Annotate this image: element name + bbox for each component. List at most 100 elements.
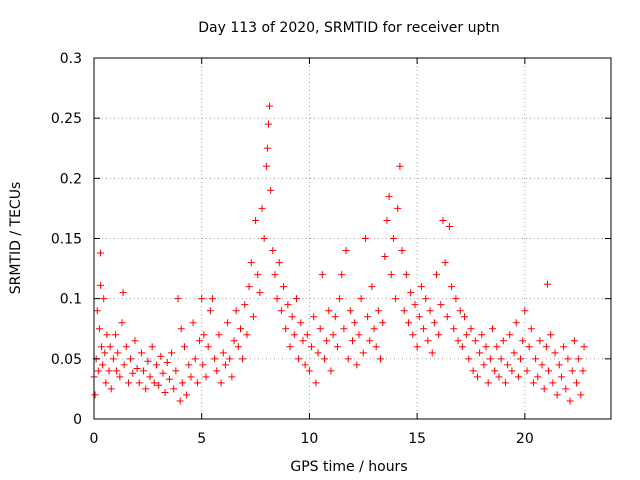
data-point [366, 337, 374, 345]
data-point [303, 331, 311, 339]
data-point [377, 355, 385, 363]
data-point [469, 367, 477, 375]
data-point [256, 289, 264, 297]
data-point [310, 313, 318, 321]
data-point [221, 361, 229, 369]
data-point [176, 397, 184, 405]
data-point [165, 375, 173, 383]
data-point [389, 235, 397, 242]
data-point [183, 391, 191, 399]
data-point [549, 379, 557, 387]
data-point [510, 349, 518, 357]
data-point [329, 331, 337, 339]
data-point [236, 325, 244, 333]
data-point [226, 355, 234, 363]
data-point [144, 357, 152, 365]
data-point [525, 343, 533, 351]
x-tick-label: 10 [301, 431, 319, 447]
data-point [122, 343, 130, 351]
data-point [146, 373, 154, 381]
data-point [273, 295, 281, 303]
data-point [521, 307, 529, 315]
data-point [105, 367, 113, 375]
data-point [555, 361, 563, 369]
data-point [94, 367, 102, 375]
data-point [368, 283, 376, 291]
data-point [573, 379, 581, 387]
data-point [340, 325, 348, 333]
data-point [394, 204, 402, 212]
data-point [208, 295, 216, 303]
data-point [247, 259, 255, 267]
data-point [543, 280, 551, 288]
data-point [514, 373, 522, 381]
data-point [119, 289, 127, 297]
data-point [355, 331, 363, 339]
data-point [450, 325, 458, 333]
data-point [547, 331, 555, 339]
data-point [529, 379, 537, 387]
data-point [234, 343, 242, 351]
data-point [174, 295, 182, 303]
data-point [575, 355, 583, 363]
y-tick-label: 0 [73, 412, 82, 428]
data-point [562, 385, 570, 393]
data-point [264, 120, 272, 128]
data-point [219, 349, 227, 357]
data-point [527, 325, 535, 333]
data-point [580, 343, 588, 351]
data-point [480, 361, 488, 369]
data-point [187, 373, 195, 381]
data-point [295, 355, 303, 363]
x-tick-labels: 0 5 10 15 20 [90, 431, 534, 447]
data-point [441, 259, 449, 267]
data-point [185, 361, 193, 369]
data-point [99, 361, 107, 369]
data-point [415, 313, 423, 321]
data-point [570, 337, 578, 345]
data-point [193, 379, 201, 387]
data-point [364, 313, 372, 321]
data-point [113, 367, 121, 375]
data-point [540, 385, 548, 393]
data-point [127, 355, 135, 363]
data-point [370, 325, 378, 333]
data-point [577, 391, 585, 399]
data-point [161, 389, 169, 397]
x-tick-label: 20 [516, 431, 534, 447]
data-point [101, 349, 109, 357]
data-point [314, 349, 322, 357]
data-point [91, 391, 99, 399]
data-point [131, 337, 139, 345]
x-tick-label: 15 [408, 431, 426, 447]
data-point [116, 373, 124, 381]
data-point [263, 144, 271, 152]
y-tick-label: 0.2 [60, 171, 82, 187]
data-points [90, 102, 588, 405]
data-point [353, 361, 361, 369]
data-point [202, 373, 210, 381]
data-point [426, 307, 434, 315]
data-point [351, 319, 359, 327]
data-point [290, 331, 298, 339]
y-axis-label: SRMTID / TECUs [8, 182, 24, 295]
data-point [338, 271, 346, 279]
data-point [517, 355, 525, 363]
data-point [372, 343, 380, 351]
data-point [381, 253, 389, 261]
data-point [387, 271, 395, 279]
data-point [124, 379, 132, 387]
data-point [258, 204, 266, 212]
data-point [196, 337, 204, 345]
data-point [109, 355, 117, 363]
data-point [155, 381, 163, 389]
data-point [398, 247, 406, 255]
data-point [417, 283, 425, 291]
data-point [254, 271, 262, 279]
data-point [275, 259, 283, 267]
data-point [458, 343, 466, 351]
data-point [383, 216, 391, 224]
data-point [512, 319, 520, 327]
data-point [206, 307, 214, 315]
